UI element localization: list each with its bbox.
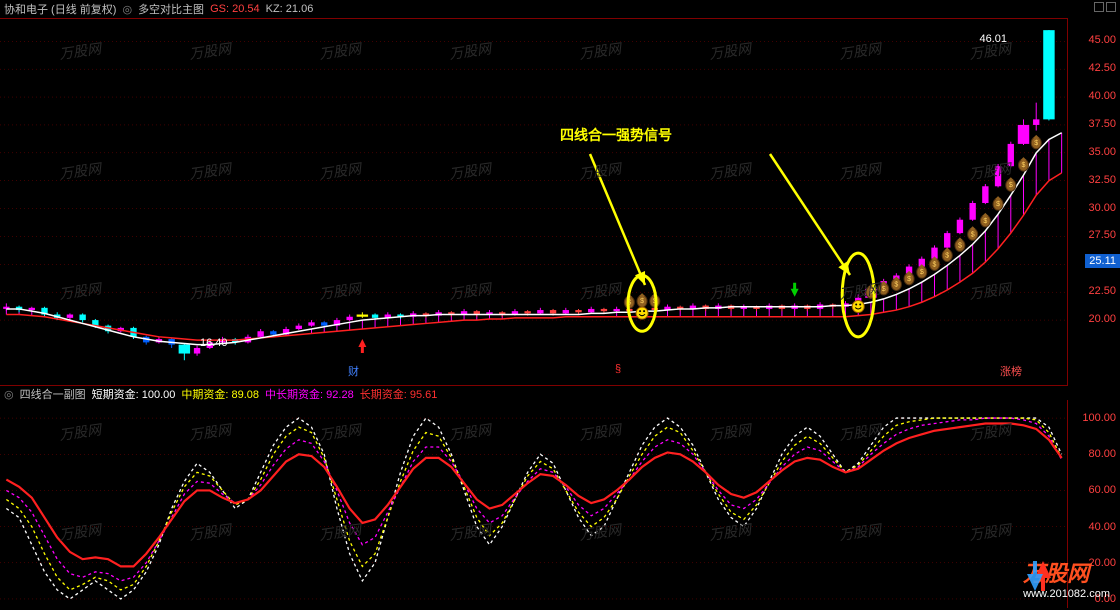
- svg-text:万股网: 万股网: [318, 160, 364, 182]
- svg-text:$: $: [945, 252, 949, 259]
- svg-text:$: $: [1009, 182, 1013, 189]
- control-icon[interactable]: [1106, 2, 1116, 12]
- sub-indicator-chart[interactable]: 万股网万股网万股网万股网万股网万股网万股网万股网万股网万股网万股网万股网万股网万…: [0, 400, 1068, 608]
- svg-text:万股网: 万股网: [448, 40, 494, 62]
- svg-text:$: $: [1034, 140, 1038, 147]
- svg-text:$: $: [933, 261, 937, 268]
- svg-text:万股网: 万股网: [578, 280, 624, 302]
- svg-text:$: $: [907, 276, 911, 283]
- current-price-tag: 25.11: [1085, 254, 1120, 268]
- svg-text:万股网: 万股网: [578, 521, 624, 543]
- zhangbang-marker: 涨榜: [1000, 363, 1022, 379]
- svg-text:万股网: 万股网: [708, 521, 754, 543]
- main-y-axis: 20.0022.5025.0027.5030.0032.5035.0037.50…: [1068, 18, 1120, 386]
- svg-text:万股网: 万股网: [578, 421, 624, 443]
- s-marker: §: [615, 363, 621, 375]
- svg-text:$: $: [920, 269, 924, 276]
- low-price-label: 16.40: [200, 337, 228, 349]
- svg-text:$: $: [640, 298, 644, 305]
- logo-icon: [1023, 556, 1063, 596]
- annotation-text: 四线合一强势信号: [560, 125, 672, 145]
- svg-text:万股网: 万股网: [838, 421, 884, 443]
- svg-text:$: $: [958, 242, 962, 249]
- svg-text:$: $: [996, 201, 1000, 208]
- svg-text:万股网: 万股网: [448, 421, 494, 443]
- cai-marker: 财: [348, 363, 359, 379]
- svg-text:万股网: 万股网: [448, 521, 494, 543]
- svg-text:万股网: 万股网: [708, 40, 754, 62]
- svg-text:$: $: [1022, 162, 1026, 169]
- svg-text:万股网: 万股网: [838, 160, 884, 182]
- svg-text:万股网: 万股网: [58, 421, 104, 443]
- svg-text:$: $: [882, 286, 886, 293]
- svg-text:万股网: 万股网: [318, 40, 364, 62]
- svg-text:万股网: 万股网: [708, 421, 754, 443]
- svg-text:万股网: 万股网: [188, 521, 234, 543]
- watermark-logo: 万股网 www.201082.com: [1023, 556, 1110, 600]
- indicator-name: 多空对比主图: [138, 1, 204, 17]
- svg-text:$: $: [971, 231, 975, 238]
- high-price-label: 46.01: [979, 33, 1007, 45]
- svg-text:万股网: 万股网: [318, 421, 364, 443]
- svg-text:万股网: 万股网: [708, 280, 754, 302]
- svg-text:万股网: 万股网: [58, 521, 104, 543]
- svg-text:万股网: 万股网: [448, 280, 494, 302]
- chart-header: 协和电子 (日线 前复权) ◎ 多空对比主图 GS: 20.54 KZ: 21.…: [0, 0, 1120, 18]
- svg-text:万股网: 万股网: [58, 280, 104, 302]
- svg-text:万股网: 万股网: [188, 421, 234, 443]
- svg-text:万股网: 万股网: [188, 280, 234, 302]
- svg-text:万股网: 万股网: [578, 160, 624, 182]
- svg-text:$: $: [983, 218, 987, 225]
- svg-text:$: $: [894, 281, 898, 288]
- svg-text:万股网: 万股网: [838, 40, 884, 62]
- svg-text:万股网: 万股网: [838, 280, 884, 302]
- svg-text:万股网: 万股网: [968, 521, 1014, 543]
- top-right-controls: [1094, 2, 1116, 12]
- svg-text:万股网: 万股网: [58, 40, 104, 62]
- svg-text:万股网: 万股网: [578, 40, 624, 62]
- svg-text:万股网: 万股网: [968, 160, 1014, 182]
- svg-text:万股网: 万股网: [188, 40, 234, 62]
- stock-name: 协和电子 (日线 前复权): [4, 1, 116, 17]
- svg-text:万股网: 万股网: [838, 521, 884, 543]
- svg-text:万股网: 万股网: [318, 280, 364, 302]
- svg-text:万股网: 万股网: [448, 160, 494, 182]
- svg-text:万股网: 万股网: [188, 160, 234, 182]
- svg-text:万股网: 万股网: [968, 280, 1014, 302]
- svg-text:万股网: 万股网: [708, 160, 754, 182]
- control-icon[interactable]: [1094, 2, 1104, 12]
- svg-text:万股网: 万股网: [58, 160, 104, 182]
- svg-text:万股网: 万股网: [318, 521, 364, 543]
- main-price-chart[interactable]: $$$$$$$$$$$$$$$$$万股网万股网万股网万股网万股网万股网万股网万股…: [0, 18, 1068, 386]
